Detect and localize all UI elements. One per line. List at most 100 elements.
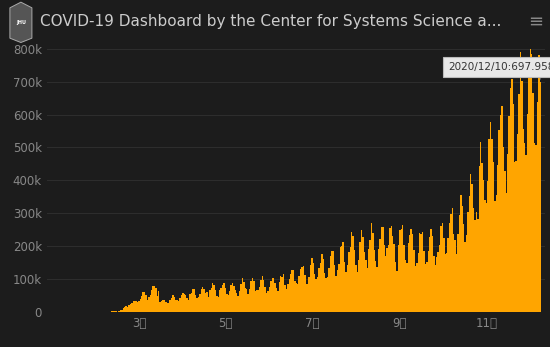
Bar	[535, 145, 537, 312]
Bar	[235, 290, 236, 312]
Bar	[280, 276, 282, 312]
Bar	[538, 55, 540, 312]
Bar	[358, 260, 360, 312]
Bar	[373, 251, 375, 312]
Bar	[250, 281, 252, 312]
Bar	[490, 122, 491, 312]
Bar	[157, 296, 158, 312]
Bar	[353, 236, 354, 312]
Bar	[198, 297, 199, 312]
Bar	[230, 285, 232, 312]
Bar	[215, 290, 216, 312]
Bar	[515, 161, 517, 312]
Bar	[473, 208, 474, 312]
Bar	[466, 235, 467, 312]
Bar	[118, 311, 120, 312]
Bar	[273, 278, 274, 312]
Bar	[416, 263, 417, 312]
Bar	[201, 289, 202, 312]
Bar	[503, 147, 504, 312]
Bar	[248, 294, 249, 312]
Bar	[459, 215, 460, 312]
Bar	[397, 271, 398, 312]
Bar	[497, 165, 498, 312]
Bar	[196, 298, 198, 312]
Bar	[213, 285, 215, 312]
Bar	[310, 265, 311, 312]
Bar	[517, 134, 518, 312]
Bar	[175, 300, 177, 312]
Bar	[265, 287, 266, 312]
Bar	[120, 310, 121, 312]
Bar	[440, 226, 442, 312]
Bar	[138, 301, 140, 312]
Bar	[216, 296, 218, 312]
Text: 2020/12/10:697.958k: 2020/12/10:697.958k	[449, 62, 550, 72]
Bar	[284, 285, 285, 312]
Bar	[256, 290, 257, 312]
Bar	[127, 307, 128, 312]
Bar	[326, 278, 327, 312]
Bar	[184, 294, 185, 312]
Bar	[433, 256, 435, 312]
Bar	[218, 297, 219, 312]
Bar	[297, 285, 299, 312]
Bar	[427, 252, 429, 312]
Bar	[222, 286, 223, 312]
Bar	[447, 238, 449, 312]
Bar	[287, 284, 289, 312]
Text: ≡: ≡	[528, 13, 543, 31]
Bar	[356, 272, 358, 312]
Bar	[277, 291, 279, 312]
Bar	[276, 288, 277, 312]
Bar	[345, 271, 346, 312]
Bar	[249, 289, 250, 312]
Bar	[188, 300, 189, 312]
Bar	[514, 162, 515, 312]
Bar	[177, 301, 178, 312]
Bar	[450, 214, 452, 312]
Bar	[204, 289, 205, 312]
Bar	[354, 251, 355, 312]
Bar	[324, 273, 326, 312]
Bar	[182, 293, 184, 312]
Bar	[311, 258, 312, 312]
Bar	[494, 201, 496, 312]
Bar	[412, 234, 414, 312]
Bar	[376, 267, 378, 312]
Bar	[484, 200, 486, 312]
Text: COVID-19 Dashboard by the Center for Systems Science a...: COVID-19 Dashboard by the Center for Sys…	[40, 14, 502, 29]
Bar	[500, 115, 501, 312]
Bar	[371, 223, 372, 312]
Bar	[393, 244, 395, 312]
Bar	[508, 116, 510, 312]
Bar	[365, 260, 366, 312]
Bar	[422, 232, 424, 312]
Bar	[501, 106, 503, 312]
Bar	[202, 287, 204, 312]
Bar	[269, 287, 270, 312]
Bar	[113, 311, 114, 312]
Bar	[334, 265, 335, 312]
Bar	[221, 288, 222, 312]
Bar	[209, 290, 211, 312]
Bar	[246, 289, 248, 312]
Bar	[262, 276, 263, 312]
Bar	[452, 208, 453, 312]
Bar	[290, 274, 292, 312]
Bar	[131, 303, 133, 312]
Bar	[530, 35, 531, 312]
Polygon shape	[10, 2, 32, 43]
Bar	[498, 130, 500, 312]
Bar	[442, 223, 443, 312]
Bar	[169, 301, 171, 312]
Bar	[191, 293, 192, 312]
Bar	[154, 286, 155, 312]
Bar	[415, 266, 416, 312]
Bar	[362, 237, 364, 312]
Bar	[496, 195, 497, 312]
Bar	[470, 174, 471, 312]
Bar	[392, 236, 393, 312]
Bar	[366, 268, 368, 312]
Bar	[158, 291, 160, 312]
